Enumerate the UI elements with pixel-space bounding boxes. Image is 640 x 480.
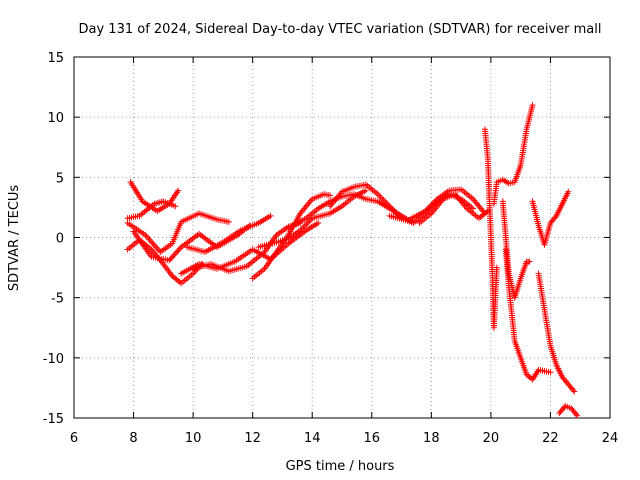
- data-point: [565, 188, 572, 195]
- y-tick-label: -5: [51, 292, 64, 307]
- data-point: [176, 245, 183, 252]
- data-point: [573, 411, 580, 418]
- y-tick-label: 10: [47, 111, 64, 126]
- data-point: [327, 192, 334, 199]
- x-tick-label: 22: [542, 431, 559, 446]
- data-point: [526, 258, 533, 265]
- series-trace-r: [502, 246, 554, 383]
- y-axis-label: SDTVAR / TECUs: [7, 185, 22, 292]
- x-tick-label: 20: [483, 431, 500, 446]
- series-trace-d: [124, 210, 232, 255]
- data-point: [504, 179, 511, 186]
- data-points: [124, 102, 581, 419]
- x-tick-label: 16: [364, 431, 381, 446]
- series-trace-o: [481, 126, 500, 331]
- series-trace-u: [556, 402, 581, 419]
- data-point: [168, 254, 175, 261]
- data-point: [225, 218, 232, 225]
- data-point: [171, 251, 178, 258]
- data-point: [175, 247, 182, 254]
- data-point: [493, 264, 500, 271]
- series-trace-p: [490, 102, 536, 207]
- y-tick-label: 15: [47, 51, 64, 66]
- data-point: [547, 369, 554, 376]
- x-tick-label: 10: [185, 431, 202, 446]
- x-tick-label: 6: [70, 431, 78, 446]
- data-point: [574, 412, 581, 419]
- data-point: [267, 212, 274, 219]
- x-tick-label: 12: [244, 431, 261, 446]
- y-tick-label: -15: [43, 412, 64, 427]
- data-point: [315, 220, 322, 227]
- data-point: [172, 203, 179, 210]
- x-tick-label: 8: [129, 431, 137, 446]
- data-point: [570, 387, 577, 394]
- data-point: [571, 388, 578, 395]
- chart-title: Day 131 of 2024, Sidereal Day-to-day VTE…: [79, 22, 602, 37]
- series-trace-b: [124, 198, 179, 222]
- data-point: [529, 102, 536, 109]
- x-tick-label: 14: [304, 431, 321, 446]
- data-point: [175, 187, 182, 194]
- data-point: [166, 257, 173, 264]
- y-tick-label: -10: [43, 352, 64, 367]
- data-point: [172, 250, 179, 257]
- series-trace-n: [416, 191, 491, 227]
- data-point: [174, 248, 181, 255]
- series-trace-j: [255, 187, 369, 251]
- y-tick-label: 5: [56, 171, 64, 186]
- series-trace-c: [124, 236, 206, 287]
- x-tick-label: 18: [423, 431, 440, 446]
- x-axis-label: GPS time / hours: [286, 459, 395, 474]
- ticks: 6 8 10 12 14 16 18 20 22 24 15 10 5 0 -5 -10 -15: [43, 51, 619, 446]
- series-trace-t: [535, 270, 578, 395]
- data-point: [561, 404, 568, 411]
- data-point: [470, 205, 477, 212]
- data-point: [170, 252, 177, 259]
- series-trace-g: [184, 212, 274, 255]
- data-point: [167, 255, 174, 262]
- series-trace-s: [529, 188, 572, 248]
- x-tick-label: 24: [602, 431, 619, 446]
- data-point: [362, 187, 369, 194]
- data-point: [552, 214, 559, 221]
- y-tick-label: 0: [56, 232, 64, 247]
